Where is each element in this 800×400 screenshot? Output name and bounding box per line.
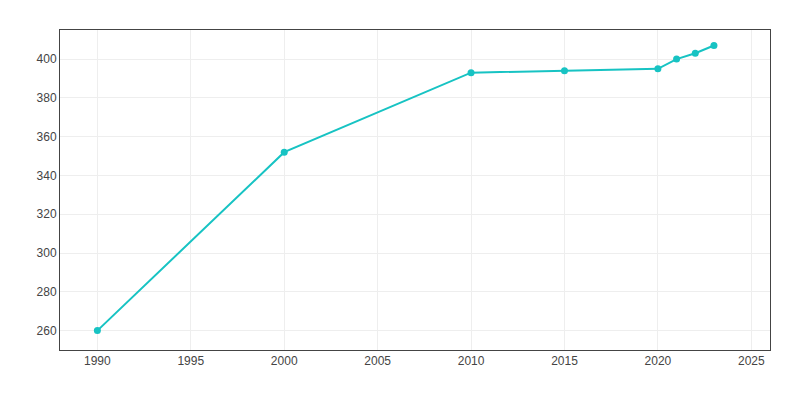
svg-text:340: 340 xyxy=(37,169,57,183)
svg-text:320: 320 xyxy=(37,207,57,221)
svg-text:280: 280 xyxy=(37,285,57,299)
svg-text:300: 300 xyxy=(37,246,57,260)
svg-text:1995: 1995 xyxy=(177,354,204,368)
svg-text:260: 260 xyxy=(37,324,57,338)
svg-text:400: 400 xyxy=(37,52,57,66)
svg-text:2015: 2015 xyxy=(551,354,578,368)
svg-text:2025: 2025 xyxy=(738,354,765,368)
svg-text:360: 360 xyxy=(37,130,57,144)
svg-text:380: 380 xyxy=(37,91,57,105)
svg-text:2000: 2000 xyxy=(271,354,298,368)
svg-text:1990: 1990 xyxy=(84,354,111,368)
svg-text:2005: 2005 xyxy=(364,354,391,368)
svg-text:2020: 2020 xyxy=(645,354,672,368)
svg-text:2010: 2010 xyxy=(458,354,485,368)
